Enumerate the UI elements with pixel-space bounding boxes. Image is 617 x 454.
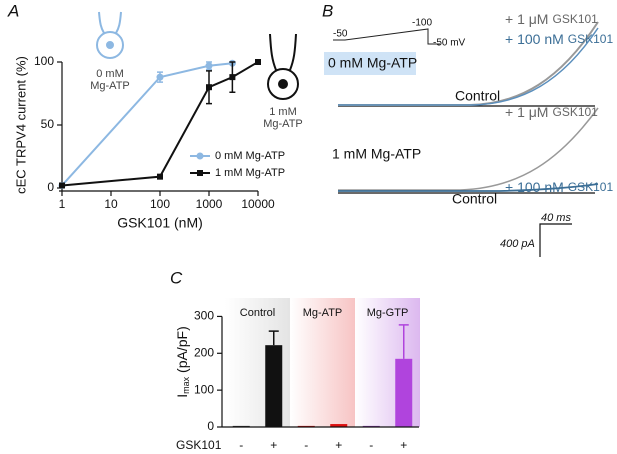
group-label: Mg-GTP <box>367 307 409 319</box>
y-tick-label: 300 <box>194 309 214 323</box>
x-tick-label: - <box>369 438 373 452</box>
condition-label: 1 mM Mg-ATP <box>332 146 421 162</box>
control-label: Control <box>452 191 497 207</box>
y-axis-label: cEC TRPV4 current (%) <box>13 56 28 194</box>
panel-label: A <box>7 1 19 20</box>
scale-bar-label: 40 ms <box>541 212 571 224</box>
protocol-label: -50 mV <box>433 38 466 49</box>
trace-label: + 1 μM GSK101 <box>505 11 598 27</box>
group-label: Control <box>240 307 275 319</box>
y-tick-label: 100 <box>34 54 54 68</box>
protocol-label: -100 <box>412 18 432 29</box>
data-point <box>206 84 212 91</box>
x-axis-label: GSK101 (nM) <box>117 215 203 231</box>
legend-label: 0 mM Mg-ATP <box>215 150 285 162</box>
annotation: Mg-ATP <box>90 80 130 92</box>
legend-label: 1 mM Mg-ATP <box>215 167 285 179</box>
trace-label: + 100 nM GSK101 <box>505 31 613 47</box>
trace-label-drug: GSK101 <box>552 12 598 26</box>
y-tick-label: 50 <box>41 117 55 131</box>
trace-label-drug: GSK101 <box>568 32 614 46</box>
scale-bar <box>539 223 572 257</box>
annotation: Mg-ATP <box>263 118 303 130</box>
trace-label: + 1 μM GSK101 <box>505 104 598 120</box>
cell-icon <box>267 33 299 100</box>
y-axis-label: Imax (pA/pF) <box>174 326 192 397</box>
trace-label-dose: + 100 nM <box>505 31 564 47</box>
data-point <box>229 74 236 81</box>
condition-label: 0 mM Mg-ATP <box>328 55 417 71</box>
legend-marker <box>196 152 204 160</box>
voltage-protocol <box>333 28 440 45</box>
error-bar <box>268 330 279 346</box>
x-tick-label: 1 <box>59 197 66 211</box>
group-background <box>290 298 355 427</box>
cell-icon <box>96 11 124 59</box>
x-tick-label: 10000 <box>241 197 275 211</box>
data-point <box>59 182 65 189</box>
error-bar <box>398 324 409 359</box>
trace <box>338 183 599 192</box>
legend-marker <box>197 170 203 176</box>
x-tick-label: + <box>270 438 277 452</box>
x-tick-label: + <box>335 438 342 452</box>
y-axis-label-sub: max <box>181 376 191 394</box>
data-point <box>255 59 261 65</box>
x-tick-label: - <box>239 438 243 452</box>
trace-label-dose: + 1 μM <box>505 11 548 27</box>
trace-label-drug: GSK101 <box>568 180 614 194</box>
bar <box>395 358 413 427</box>
trace-label: + 100 nM GSK101 <box>505 179 613 195</box>
condition-highlight <box>324 52 416 75</box>
x-tick-label: - <box>304 438 308 452</box>
x-tick-label: 10 <box>104 197 118 211</box>
x-tick-label: + <box>400 438 407 452</box>
data-point <box>156 73 164 81</box>
protocol-label: -50 <box>333 29 348 40</box>
control-label: Control <box>455 88 500 104</box>
x-tick-label: 100 <box>150 197 170 211</box>
row-label: GSK101 <box>176 438 222 452</box>
data-point <box>157 173 163 180</box>
trace <box>338 107 599 191</box>
bar <box>330 424 348 427</box>
trace-label-dose: + 1 μM <box>505 104 548 120</box>
y-axis-label-rest: (pA/pF) <box>174 326 190 377</box>
annotation: 0 mM <box>96 68 124 80</box>
y-tick-label: 0 <box>47 180 54 194</box>
trace-label-drug: GSK101 <box>552 105 598 119</box>
scale-bar-label: 400 pA <box>500 238 535 250</box>
panel-label: B <box>322 1 333 20</box>
x-tick-label: 1000 <box>196 197 223 211</box>
data-point <box>205 62 213 70</box>
series-line <box>61 62 233 187</box>
group-label: Mg-ATP <box>303 307 343 319</box>
trace-label-dose: + 100 nM <box>505 179 564 195</box>
trace <box>338 27 599 106</box>
y-axis-label-main: I <box>174 394 190 398</box>
bar <box>265 345 283 427</box>
annotation: 1 mM <box>269 106 297 118</box>
y-tick-label: 0 <box>207 419 214 433</box>
panel-label: C <box>170 268 183 287</box>
y-tick-label: 100 <box>194 382 214 396</box>
y-tick-label: 200 <box>194 345 214 359</box>
